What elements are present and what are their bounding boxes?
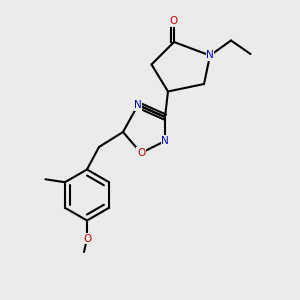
Text: O: O [170, 16, 178, 26]
Text: O: O [83, 233, 91, 244]
Text: N: N [134, 100, 142, 110]
Text: N: N [161, 136, 169, 146]
Text: O: O [137, 148, 145, 158]
Text: N: N [206, 50, 214, 61]
